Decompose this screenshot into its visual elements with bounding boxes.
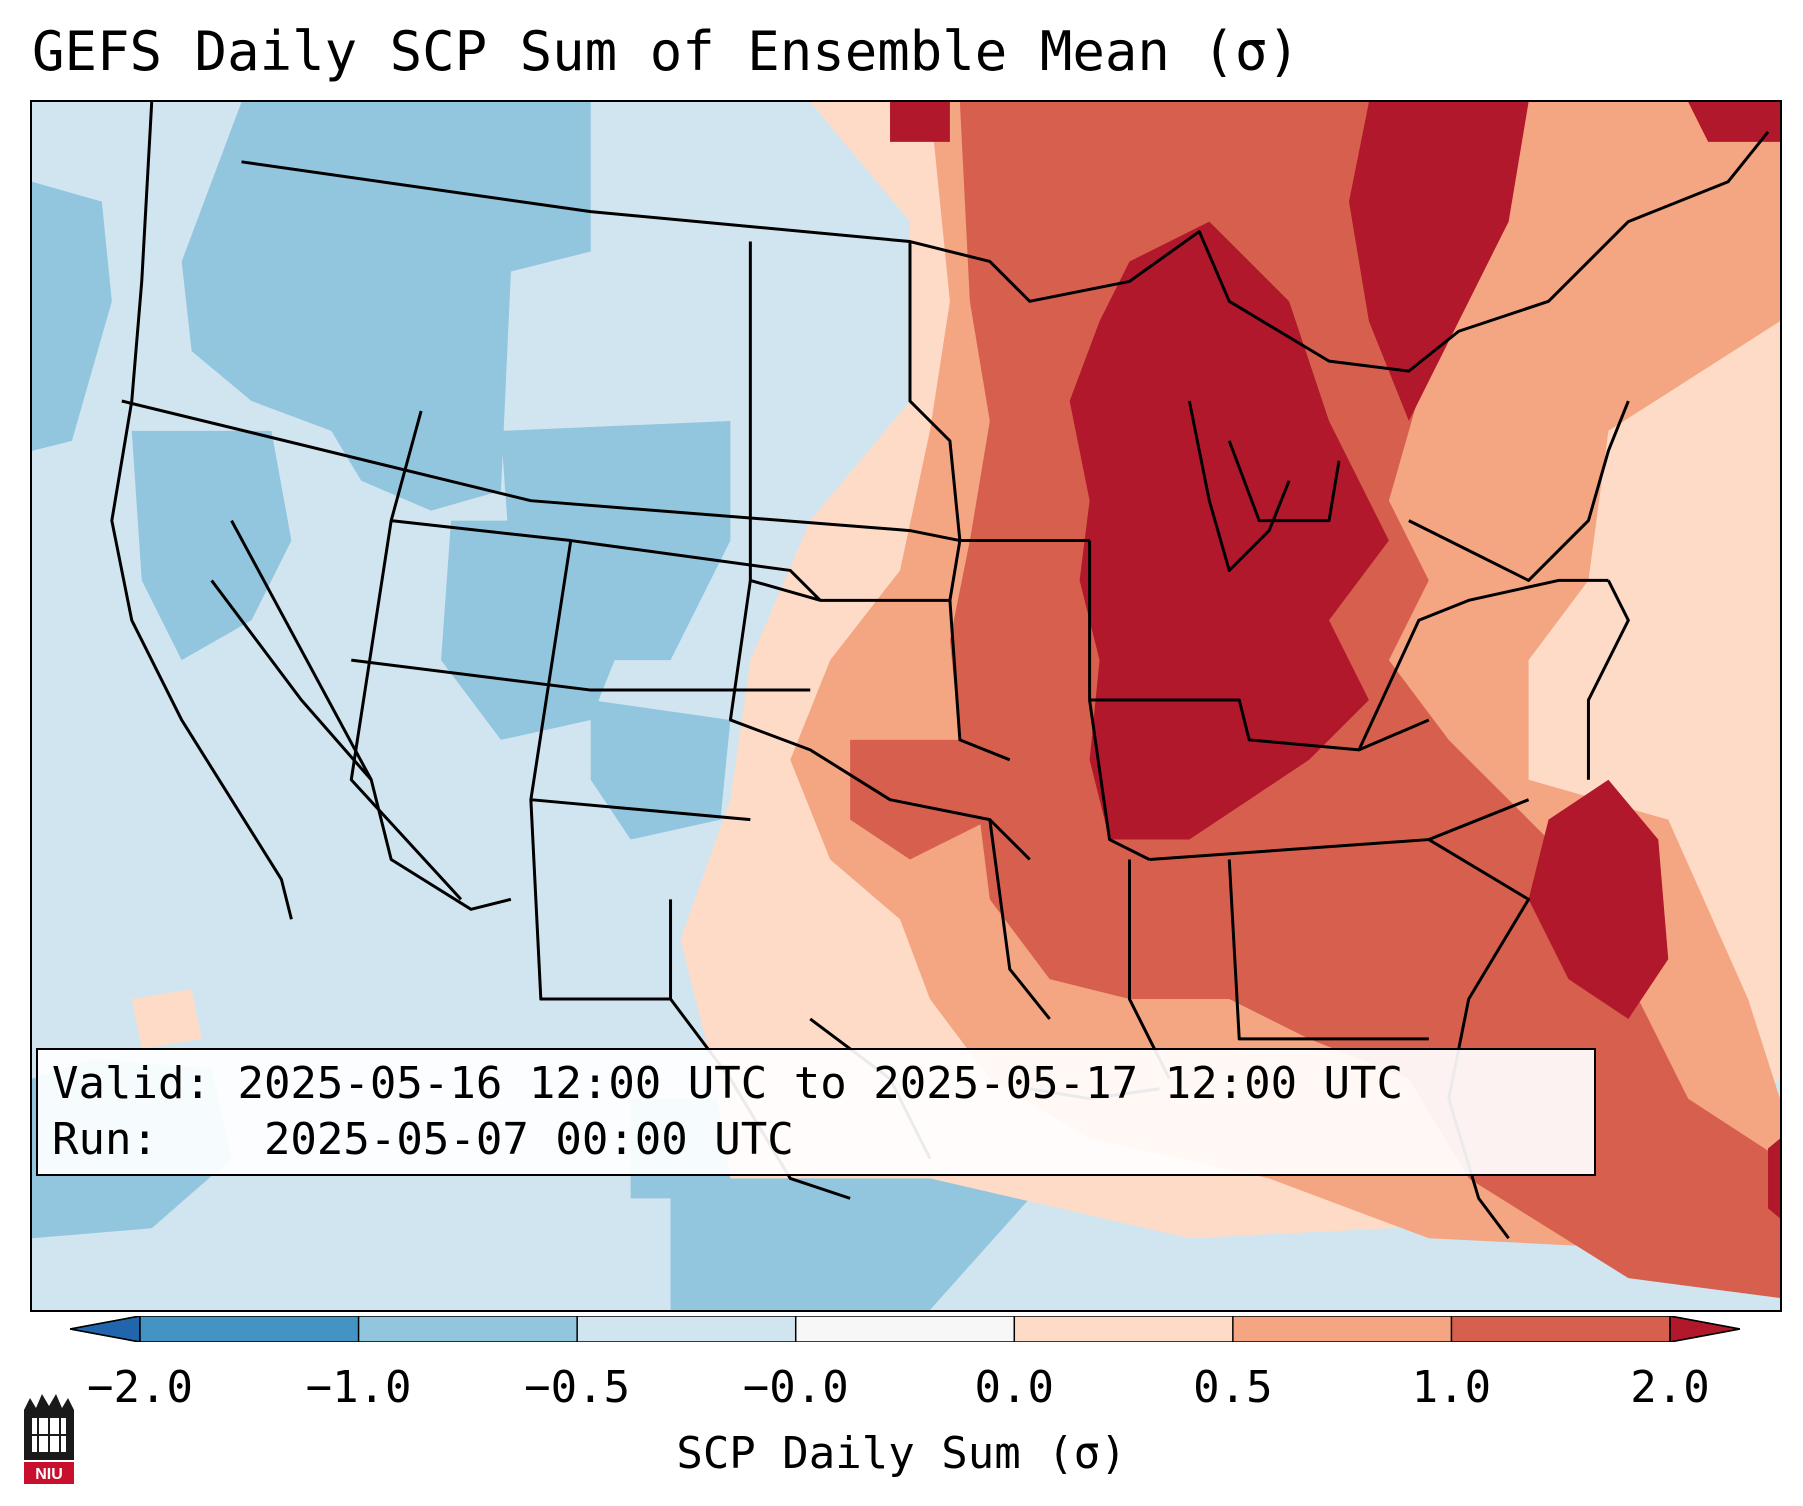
run-label: Run: xyxy=(52,1114,158,1165)
logo-text: NIU xyxy=(35,1466,63,1483)
extreme-positive-region xyxy=(890,102,1780,1219)
colorbar-bin-2 xyxy=(577,1316,797,1342)
valid-label: Valid: xyxy=(52,1058,211,1109)
run-line: Run: 2025-05-07 00:00 UTC xyxy=(52,1112,1580,1168)
niu-logo-icon: NIU xyxy=(24,1394,74,1484)
colorbar xyxy=(70,1316,1740,1342)
valid-line: Valid: 2025-05-16 12:00 UTC to 2025-05-1… xyxy=(52,1056,1580,1112)
colorbar-bin-1 xyxy=(358,1316,578,1342)
colorbar-tick-label: −0.0 xyxy=(742,1362,849,1413)
colorbar-under-arrow xyxy=(70,1316,141,1342)
colorbar-tick-label: −2.0 xyxy=(87,1362,193,1413)
colorbar-tick-label: 1.0 xyxy=(1411,1362,1492,1413)
colorbar-tick-label: 2.0 xyxy=(1630,1362,1710,1413)
colorbar-bin-4 xyxy=(1014,1316,1234,1342)
colorbar-tick-label: −1.0 xyxy=(305,1362,412,1413)
map-title: GEFS Daily SCP Sum of Ensemble Mean (σ) xyxy=(32,20,1300,83)
colorbar-bin-6 xyxy=(1451,1316,1671,1342)
colorbar-bin-0 xyxy=(140,1316,360,1342)
valid-text: 2025-05-16 12:00 UTC to 2025-05-17 12:00… xyxy=(237,1058,1404,1109)
colorbar-bin-5 xyxy=(1232,1316,1452,1342)
colorbar-tick-label: 0.5 xyxy=(1193,1362,1273,1413)
colorbar-tick-label: 0.0 xyxy=(974,1362,1055,1413)
valid-run-info-box: Valid: 2025-05-16 12:00 UTC to 2025-05-1… xyxy=(36,1048,1596,1176)
colorbar-bin-3 xyxy=(795,1316,1015,1342)
run-text: 2025-05-07 00:00 UTC xyxy=(263,1114,794,1165)
colorbar-label: SCP Daily Sum (σ) xyxy=(676,1428,1127,1479)
colorbar-over-arrow xyxy=(1669,1316,1740,1342)
colorbar-tick-label: −0.5 xyxy=(524,1362,631,1413)
